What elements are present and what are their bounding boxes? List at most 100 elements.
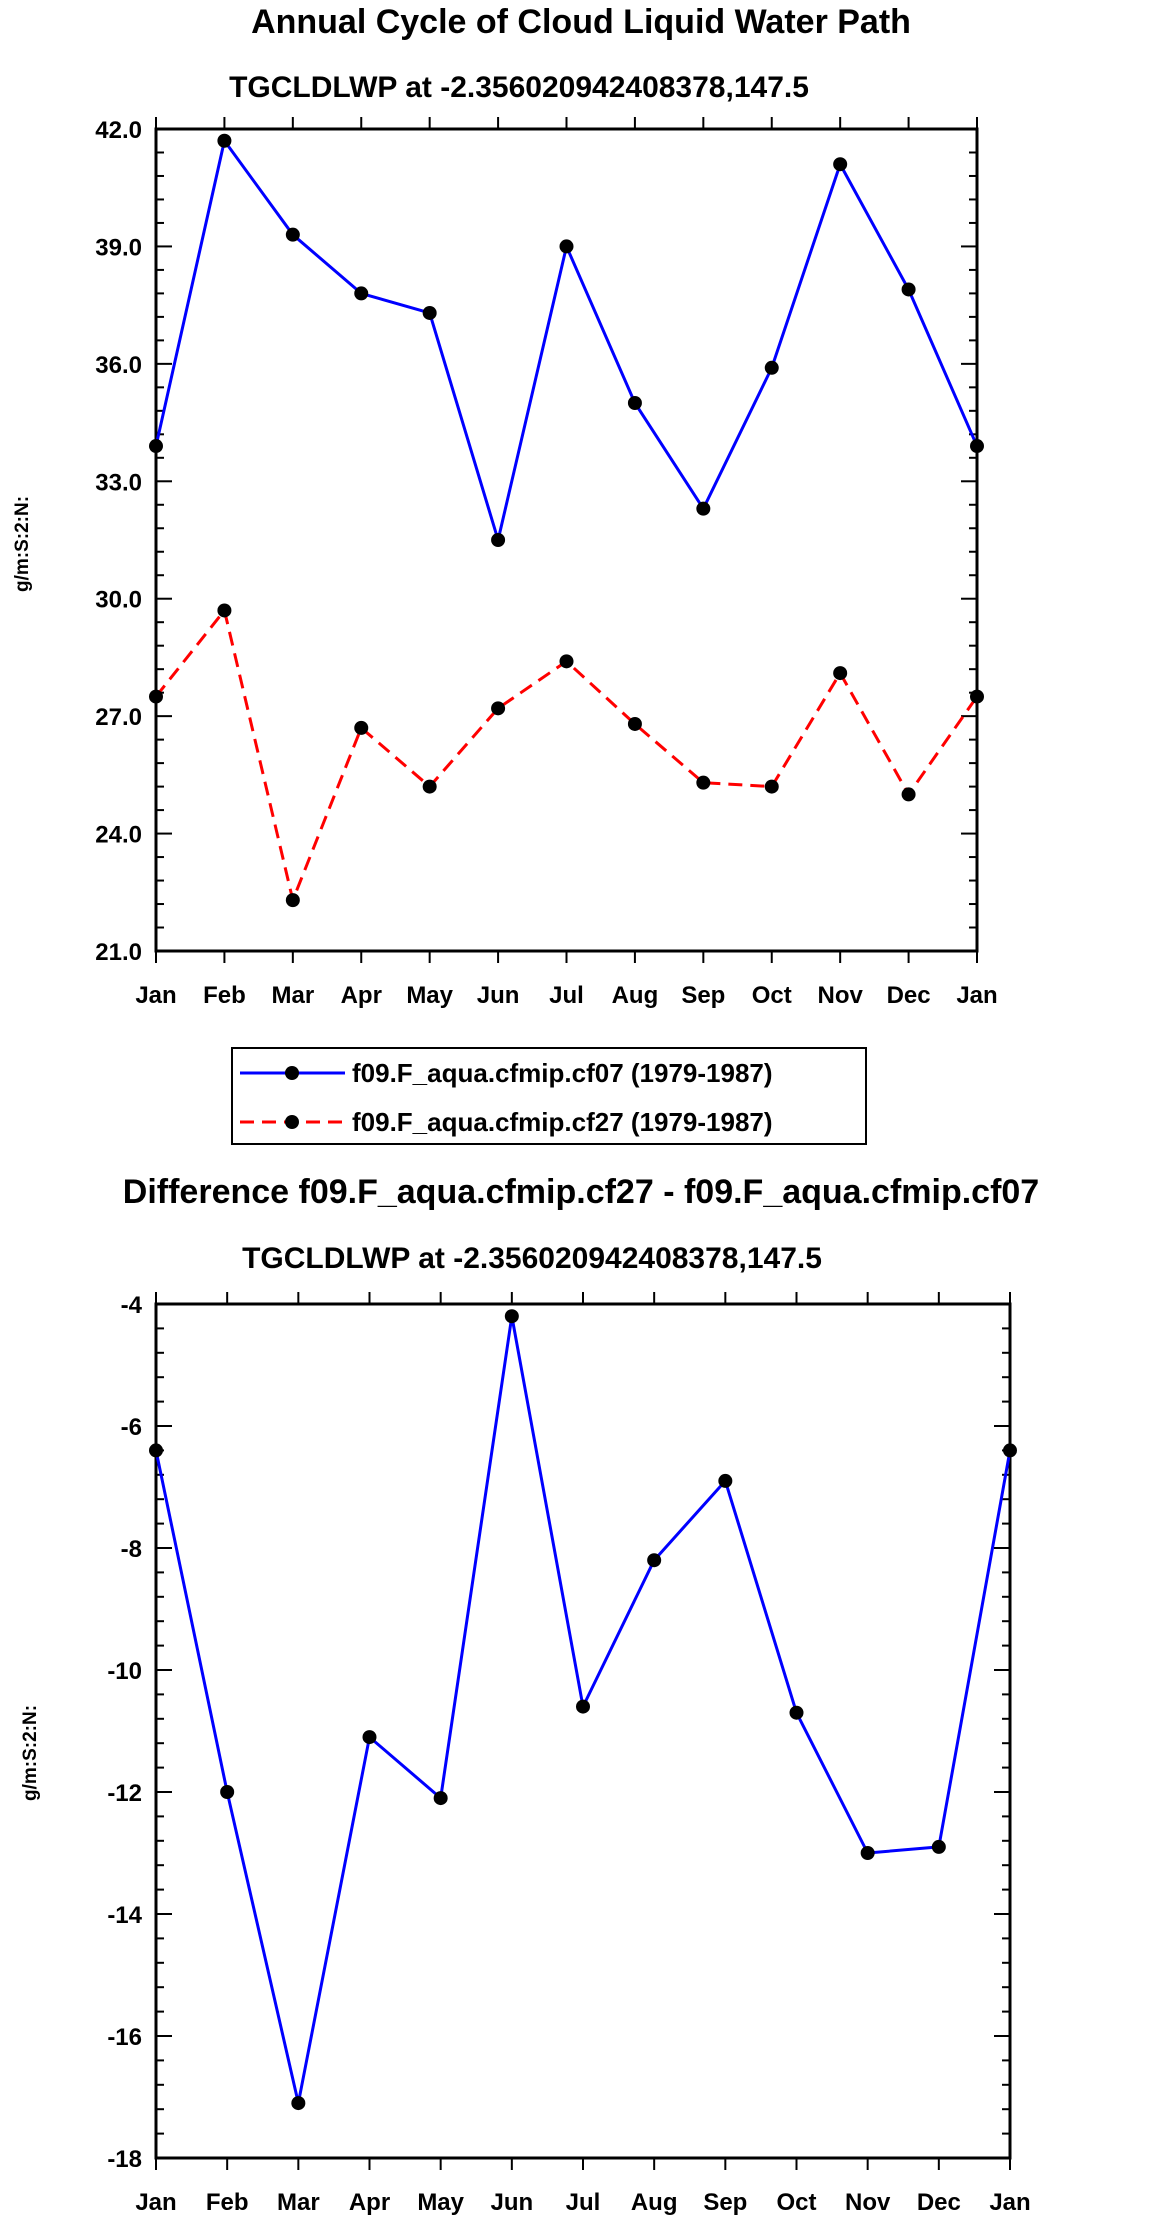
x-tick-label: Jul [549,982,584,1009]
x-tick-label: May [406,982,453,1009]
chart-subtitle: TGCLDLWP at -2.356020942408378,147.5 [229,71,809,104]
data-point [833,666,848,681]
data-point [901,787,916,802]
x-tick-label: Oct [776,2189,816,2216]
x-tick-label: Aug [631,2189,678,2216]
data-point [764,360,779,375]
data-point [354,720,369,735]
data-point [860,1846,875,1860]
data-point [422,779,437,794]
data-point [696,775,711,790]
chart-title: Difference f09.F_aqua.cfmip.cf27 - f09.F… [123,1173,1039,1211]
series-line-0 [154,139,979,542]
data-point [559,654,574,669]
x-tick-label: Dec [887,982,931,1009]
y-tick-label: 36.0 [95,352,142,379]
y-tick-label: -10 [107,1658,142,1685]
x-tick-label: May [417,2189,464,2216]
data-point [422,305,437,320]
data-point [362,1730,377,1745]
x-tick-label: Apr [341,982,382,1009]
data-point [559,239,574,254]
data-point [285,893,300,908]
axes-layer: -18 -16 -14 -12 -10 -8 -6 -4 Jan Feb Mar Apr May Jun J… [107,1292,1031,2216]
y-tick-label: 24.0 [95,822,142,849]
data-point [789,1705,804,1720]
x-tick-label: Sep [703,2189,747,2216]
y-axis-label: g/m:S:2:N: [12,496,33,592]
legend-swatch-marker-1 [285,1115,299,1129]
legend-swatch-marker-0 [285,1066,299,1080]
data-point [504,1309,519,1324]
data-point [627,716,642,731]
data-point [931,1839,946,1854]
data-point [718,1473,733,1488]
data-point [970,439,984,454]
data-point [433,1791,448,1806]
x-tick-label: Sep [681,982,725,1009]
x-tick-label: Jan [989,2189,1030,2216]
y-tick-label: -6 [121,1414,142,1441]
data-layer [149,133,984,908]
data-point [491,533,506,547]
y-tick-label: -16 [107,2024,142,2051]
y-tick-label: -14 [107,1902,142,1929]
x-tick-label: Oct [752,982,792,1009]
y-tick-label: 30.0 [95,587,142,614]
x-tick-label: Dec [917,2189,961,2216]
annual-cycle-chart: Annual Cycle of Cloud Liquid Water Path … [12,3,998,1009]
data-point [285,227,300,242]
difference-chart: Difference f09.F_aqua.cfmip.cf27 - f09.F… [20,1173,1039,2216]
data-point [696,501,711,516]
data-layer [149,1309,1017,2111]
legend-box [231,1047,867,1145]
data-point [149,439,163,454]
data-point [217,133,232,148]
data-point [1003,1443,1017,1458]
data-point [647,1553,662,1568]
y-tick-label: 39.0 [95,234,142,261]
x-tick-label: Jun [477,982,520,1009]
data-point [491,701,506,716]
x-tick-label: Nov [817,982,863,1009]
y-tick-label: 21.0 [95,939,142,966]
x-tick-label: Jul [566,2189,601,2216]
y-tick-label: -8 [121,1536,142,1563]
data-point [901,282,916,297]
y-tick-label: 27.0 [95,704,142,731]
data-point [833,157,848,172]
data-point [354,286,369,301]
chart-subtitle: TGCLDLWP at -2.356020942408378,147.5 [242,1242,822,1275]
y-tick-label: -18 [107,2146,142,2173]
x-tick-label: Jan [135,2189,176,2216]
y-tick-label: 42.0 [95,117,142,144]
data-point [970,689,984,704]
chart-title: Annual Cycle of Cloud Liquid Water Path [251,3,911,41]
y-axis-label: g/m:S:2:N: [20,1705,41,1801]
data-point [576,1699,590,1714]
x-tick-label: Apr [349,2189,390,2216]
legend-label-1: f09.F_aqua.cfmip.cf27 (1979-1987) [352,1107,773,1137]
plot-frame [154,1302,1012,2160]
data-point [764,779,779,794]
y-tick-label: 33.0 [95,469,142,496]
data-point [217,603,232,618]
data-point [627,396,642,410]
x-tick-label: Aug [612,982,659,1009]
legend: f09.F_aqua.cfmip.cf07 (1979-1987) f09.F_… [231,1047,867,1145]
x-tick-label: Jan [956,982,997,1009]
x-tick-label: Jan [135,982,176,1009]
data-point [149,689,163,704]
data-point [220,1785,235,1799]
axes-layer: 21.0 24.0 27.0 30.0 33.0 36.0 39.0 42.0 Jan Feb Ma… [95,117,998,1009]
x-tick-label: Nov [845,2189,891,2216]
series-line-1 [154,608,979,902]
data-point [149,1443,163,1458]
x-tick-label: Mar [277,2189,320,2216]
y-tick-label: -12 [107,1780,142,1807]
x-tick-label: Mar [271,982,314,1009]
data-point [291,2096,306,2111]
x-tick-label: Feb [203,982,246,1009]
x-tick-label: Jun [490,2189,533,2216]
